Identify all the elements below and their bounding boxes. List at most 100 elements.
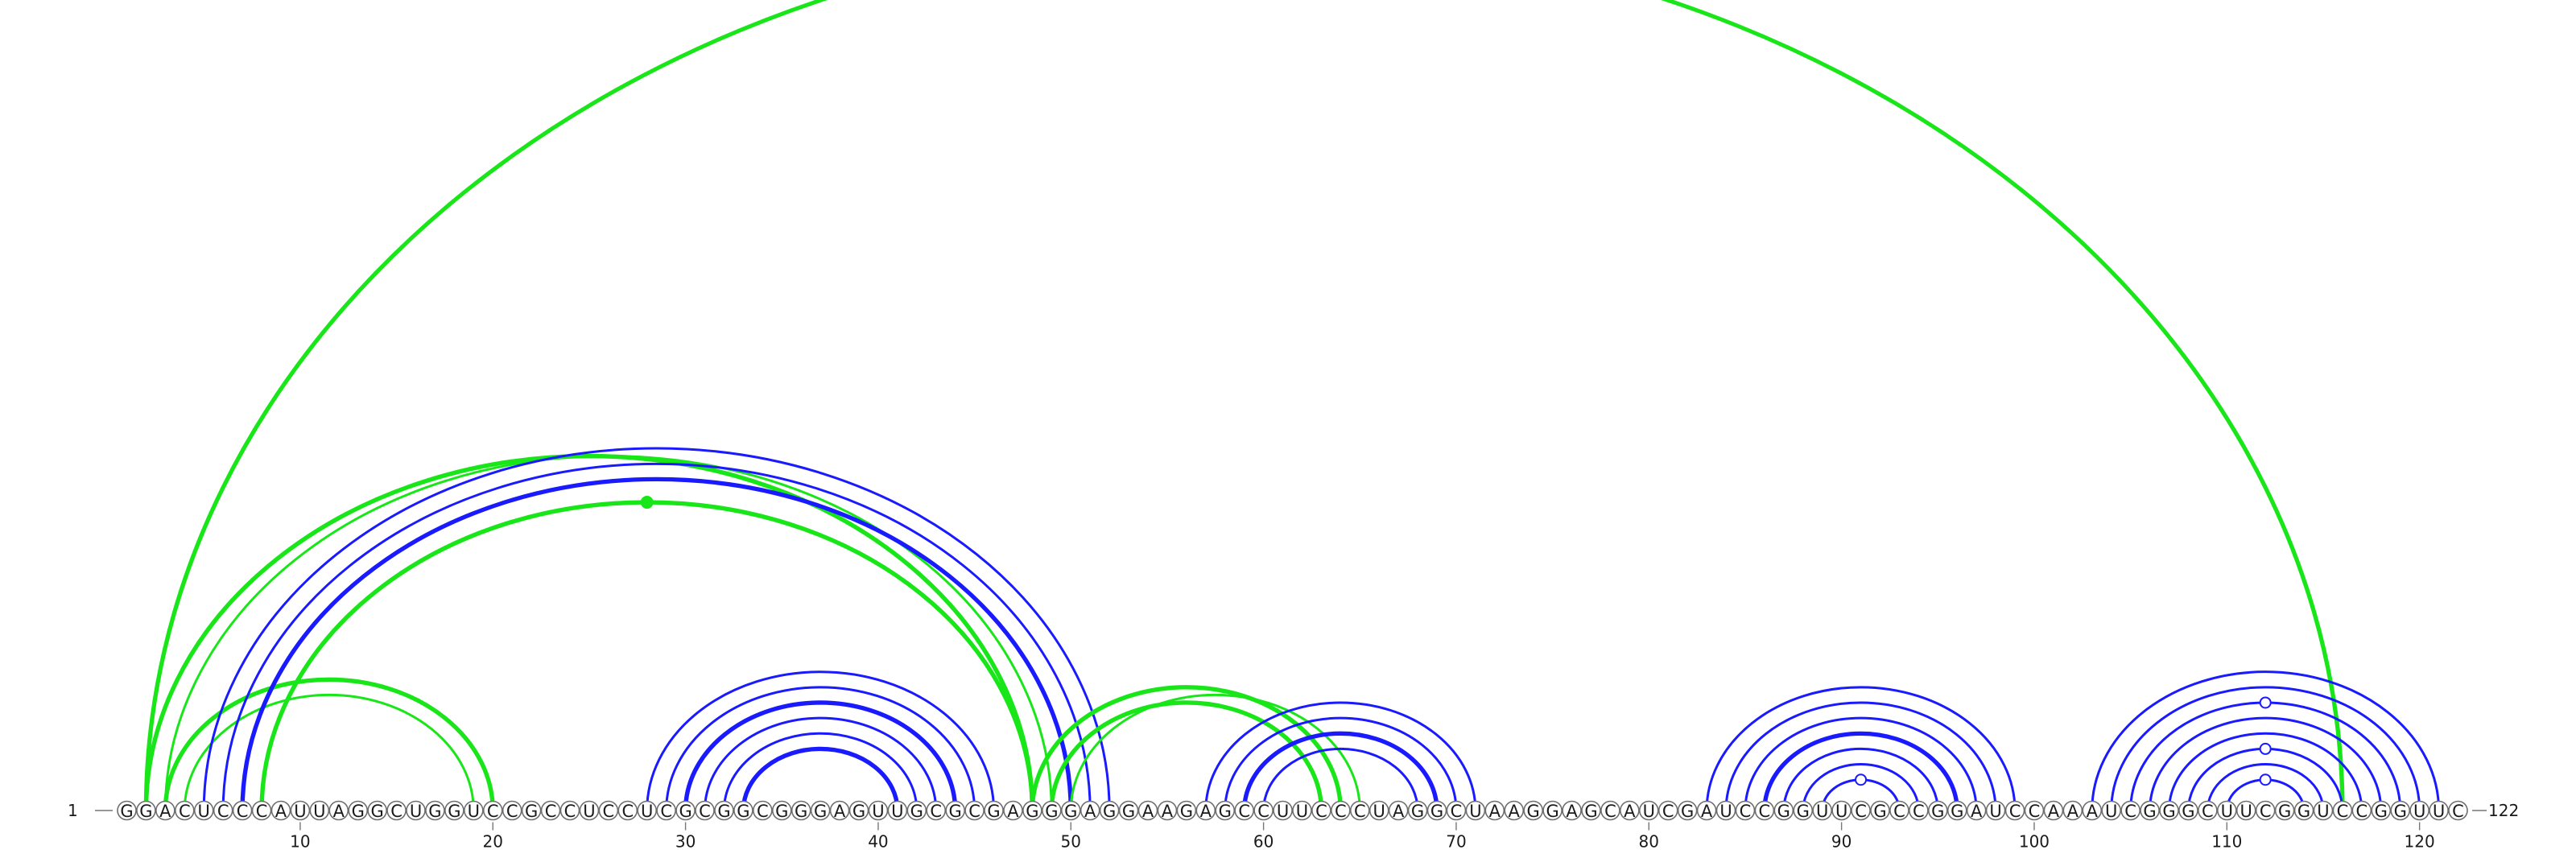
nucleotide-121-letter: U [2433,802,2445,821]
nucleotide-35: G [771,800,792,821]
nucleotide-107-letter: G [2162,802,2175,821]
sequence-backbone: 1 122 [68,801,2519,820]
nucleotide-11: U [309,800,330,821]
nucleotide-100: C [2024,800,2045,821]
arc-83-99 [1705,687,2017,811]
nucleotide-42-letter: G [910,802,923,821]
nucleotide-76-circle [1562,800,1582,821]
nucleotide-99-circle [2004,800,2025,821]
nucleotide-88-letter: G [1797,802,1810,821]
nucleotide-11-circle [309,800,330,821]
nucleotide-60: C [1253,800,1274,821]
nucleotide-22-circle [521,800,542,821]
nucleotide-94-letter: C [1913,802,1925,821]
nucleotide-40: U [868,800,889,821]
nucleotide-87: G [1773,800,1794,821]
nucleotide-13: G [348,800,369,821]
nucleotide-70-letter: C [1451,802,1463,821]
nucleotide-93-circle [1889,800,1909,821]
nucleotide-18-letter: G [448,802,460,821]
nucleotide-29-letter: C [660,802,672,821]
sequence-end-label: 122 [2488,801,2519,820]
nucleotide-16: U [406,800,426,821]
nucleotide-70-circle [1446,800,1467,821]
nucleotide-119-letter: G [2394,802,2407,821]
nucleotide-32-circle [714,800,734,821]
nucleotide-108-circle [2178,800,2198,821]
tick-label-10: 10 [290,832,310,852]
nucleotide-91-circle [1851,800,1871,821]
nucleotide-38-letter: A [834,802,846,821]
nucleotide-49: G [1042,800,1062,821]
nucleotide-19-circle [464,800,484,821]
nucleotide-68-letter: G [1411,802,1424,821]
nucleotide-85-circle [1735,800,1756,821]
arc-31-43 [704,716,938,811]
nucleotide-6-circle [213,800,233,821]
nucleotide-115-letter: U [2317,802,2329,821]
nucleotide-23: C [540,800,561,821]
nucleotide-96-circle [1946,800,1967,821]
tick-label-70: 70 [1446,832,1466,852]
nucleotide-4: C [175,800,195,821]
nucleotide-121: U [2429,800,2449,821]
nucleotide-43: C [926,800,947,821]
arc-88-94 [1802,763,1920,811]
nucleotide-33: G [733,800,753,821]
nucleotide-47: A [1003,800,1023,821]
nucleotide-29: C [656,800,676,821]
nucleotide-44-letter: G [949,802,962,821]
nucleotide-116-letter: C [2337,802,2349,821]
nucleotide-22-letter: G [525,802,538,821]
nucleotide-20-circle [482,800,503,821]
nucleotide-24-letter: C [564,802,576,821]
nucleotide-59-letter: C [1238,802,1250,821]
arc-32-42 [722,732,919,811]
nucleotide-105: C [2120,800,2140,821]
nucleotide-23-letter: C [545,802,557,821]
nucleotide-46-circle [984,800,1004,821]
nucleotide-55-letter: A [1162,802,1174,821]
nucleotide-97-letter: A [1971,802,1983,821]
arc-84-98 [1724,701,1997,811]
nucleotide-97: A [1966,800,1987,821]
nucleotide-7: C [232,800,253,821]
arc-59-69-strand-2 [1241,731,1439,811]
nucleotide-37-letter: G [814,802,827,821]
nucleotide-106-letter: G [2143,802,2156,821]
nucleotide-62: U [1292,800,1312,821]
nucleotide-10-circle [290,800,311,821]
nucleotide-48: G [1022,800,1042,821]
nucleotide-104: U [2101,800,2122,821]
nucleotide-64-circle [1331,800,1351,821]
nucleotide-78-letter: C [1604,802,1616,821]
nucleotide-81-letter: C [1662,802,1674,821]
nucleotide-28-letter: U [641,802,653,821]
nucleotide-64: C [1331,800,1351,821]
nucleotide-9-letter: A [275,802,287,821]
nucleotide-72: A [1484,800,1505,821]
nucleotide-22: G [521,800,542,821]
nucleotide-56-circle [1176,800,1197,821]
nucleotide-96-letter: G [1951,802,1963,821]
tick-label-50: 50 [1061,832,1081,852]
nucleotide-8-letter: C [256,802,268,821]
nucleotide-32-letter: G [717,802,730,821]
nucleotide-33-letter: G [737,802,749,821]
nucleotide-45: C [964,800,985,821]
nucleotide-75-circle [1542,800,1563,821]
nucleotide-57-circle [1195,800,1216,821]
nucleotide-36-circle [791,800,811,821]
nucleotide-86: C [1754,800,1775,821]
nucleotide-119: G [2390,800,2411,821]
nucleotide-53-letter: G [1122,802,1135,821]
nucleotide-31: C [695,800,715,821]
arc-3-20-strand-1 [165,679,493,811]
nucleotide-94-circle [1909,800,1929,821]
nucleotide-58-letter: G [1219,802,1232,821]
nucleotide-90-circle [1831,800,1852,821]
nucleotide-63-circle [1311,800,1331,821]
nucleotide-35-circle [771,800,792,821]
nucleotide-25: U [579,800,600,821]
nucleotide-9-circle [270,800,291,821]
